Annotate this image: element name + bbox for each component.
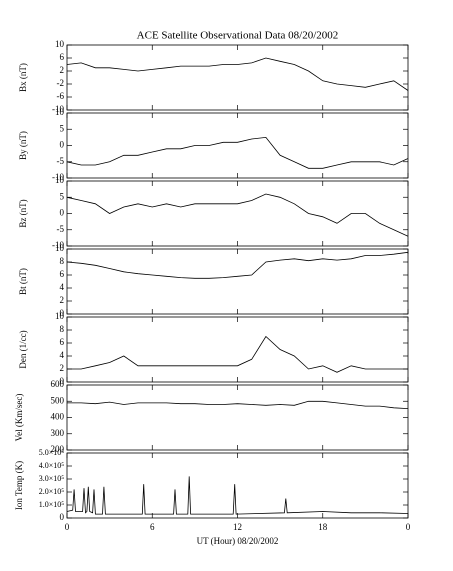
y-tick-label: 6 [60,337,65,347]
x-tick-label: 0 [406,522,411,532]
y-tick-label: 1.0×10⁵ [39,500,65,509]
y-tick-label: -10 [52,240,64,250]
y-tick-label: 6 [60,269,65,279]
y-tick-label: 4.0×10⁵ [39,461,65,470]
y-tick-label: 2 [60,295,65,305]
data-line [66,476,409,515]
y-tick-label: 4 [60,282,65,292]
y-tick-label: 0 [60,308,65,318]
chart-title: ACE Satellite Observational Data 08/20/2… [137,30,339,42]
y-tick-label: 8 [60,256,65,266]
y-axis-label: Vel (Km/sec) [14,394,24,442]
y-tick-label: 2.0×10⁵ [39,487,65,496]
y-axis-label: Bt (nT) [18,268,28,295]
y-tick-label: 5.0×10⁵ [39,448,65,457]
data-line [67,335,408,373]
data-line [66,57,409,91]
y-tick-label: 0 [60,208,65,218]
y-tick-label: 10 [55,107,65,117]
y-tick-label: 10 [55,243,65,253]
y-axis-label: Bz (nT) [18,199,28,227]
y-tick-label: 0 [60,376,65,386]
y-tick-label: 0 [60,140,65,150]
y-tick-label: 400 [51,412,65,422]
y-tick-label: 2 [60,65,65,75]
y-tick-label: 0 [60,512,65,522]
y-tick-label: 4 [60,350,65,360]
y-axis-label: Ion Temp (K) [14,461,24,510]
y-tick-label: 200 [51,444,65,454]
y-tick-label: -2 [57,78,65,88]
x-tick-label: 18 [318,522,328,532]
y-tick-label: 5 [60,123,65,133]
x-tick-label: 6 [150,522,155,532]
data-line [67,400,409,409]
y-tick-label: 500 [51,395,65,405]
y-tick-label: 300 [51,428,65,438]
y-tick-label: 2 [60,363,65,373]
y-tick-label: -10 [52,104,64,114]
y-tick-label: -6 [57,91,65,101]
x-axis-label: UT (Hour) 08/20/2002 [197,536,279,546]
y-tick-label: -5 [57,156,65,166]
data-line [66,193,409,237]
y-tick-label: 8 [60,324,65,334]
y-tick-label: -5 [57,224,65,234]
y-tick-label: 10 [55,311,65,321]
y-axis-label: Den (1/cc) [18,330,28,368]
y-tick-label: -10 [52,172,64,182]
y-axis-label: Bx (nT) [18,63,28,92]
y-axis-label: By (nT) [18,131,28,160]
y-tick-label: 6 [60,52,65,62]
y-tick-label: 5 [60,191,65,201]
y-tick-label: 10 [55,175,65,185]
data-line [66,136,409,169]
x-tick-label: 0 [65,522,70,532]
y-tick-label: 600 [51,379,65,389]
x-tick-label: 12 [233,522,242,532]
data-line [66,251,409,279]
y-tick-label: 10 [55,39,65,49]
y-tick-label: 3.0×10⁵ [39,474,65,483]
